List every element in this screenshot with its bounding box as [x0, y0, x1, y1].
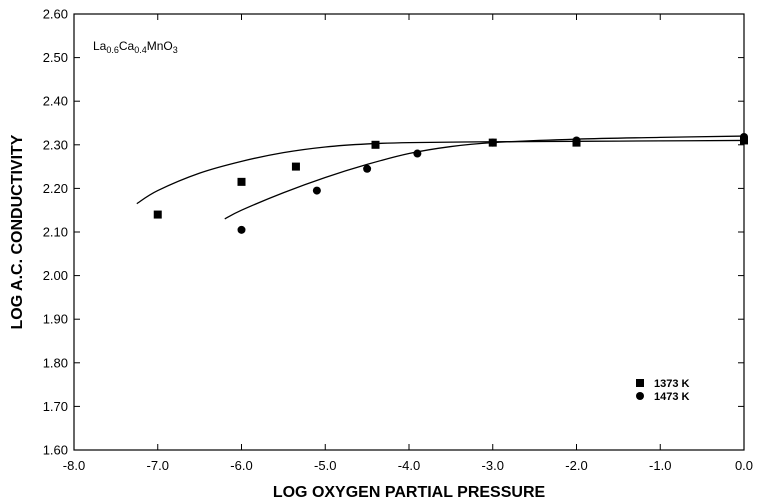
x-tick-label: -4.0	[398, 458, 420, 473]
x-tick-label: -3.0	[482, 458, 504, 473]
legend-label: 1473 K	[654, 391, 690, 403]
x-tick-label: -2.0	[565, 458, 587, 473]
data-point-1473-k	[312, 186, 321, 195]
x-tick-label: -8.0	[63, 458, 85, 473]
data-point-1473-k	[740, 132, 748, 141]
y-tick-label: 1.70	[43, 399, 68, 414]
fit-curves	[136, 135, 745, 220]
x-axis-title: LOG OXYGEN PARTIAL PRESSURE	[273, 484, 546, 501]
data-point-1373-k	[153, 210, 162, 219]
y-tick-label: 1.80	[43, 355, 68, 370]
legend-marker	[636, 379, 644, 387]
fit-curve-1373-k	[136, 139, 745, 205]
y-tick-label: 2.40	[43, 94, 68, 109]
y-axis-ticks: 1.60 1.70 1.80 1.90 2.00 2.10 2.20 2.30 2.40 2.50…	[43, 7, 744, 458]
y-tick-label: 2.60	[43, 7, 68, 22]
data-points	[153, 132, 748, 234]
x-axis-ticks: -8.0 -7.0 -6.0 -5.0 -4.0 -3.0 -2.0 -1.0 0.0	[63, 14, 753, 473]
y-tick-label: 2.30	[43, 137, 68, 152]
data-point-1373-k	[371, 140, 380, 149]
y-tick-label: 2.10	[43, 225, 68, 240]
y-tick-label: 1.90	[43, 312, 68, 327]
data-point-1473-k	[363, 164, 372, 173]
data-point-1373-k	[291, 162, 300, 171]
data-point-1473-k	[413, 149, 422, 158]
legend-label: 1373 K	[654, 378, 690, 390]
y-tick-label: 1.60	[43, 443, 68, 458]
y-tick-label: 2.20	[43, 181, 68, 196]
compound-formula-label: La0.6Ca0.4MnO3	[93, 39, 178, 55]
data-point-1473-k	[572, 136, 581, 145]
x-tick-label: -7.0	[147, 458, 169, 473]
data-point-1473-k	[237, 225, 246, 234]
x-tick-label: -5.0	[314, 458, 336, 473]
x-tick-label: -6.0	[230, 458, 252, 473]
data-point-1373-k	[237, 177, 246, 186]
x-tick-label: 0.0	[735, 458, 753, 473]
y-tick-label: 2.00	[43, 268, 68, 283]
x-tick-label: -1.0	[649, 458, 671, 473]
y-axis-title: LOG A.C. CONDUCTIVITY	[9, 134, 26, 329]
y-tick-label: 2.50	[43, 50, 68, 65]
data-point-1473-k	[488, 138, 497, 147]
legend-marker	[636, 392, 644, 400]
fit-curve-1473-k	[224, 135, 745, 220]
